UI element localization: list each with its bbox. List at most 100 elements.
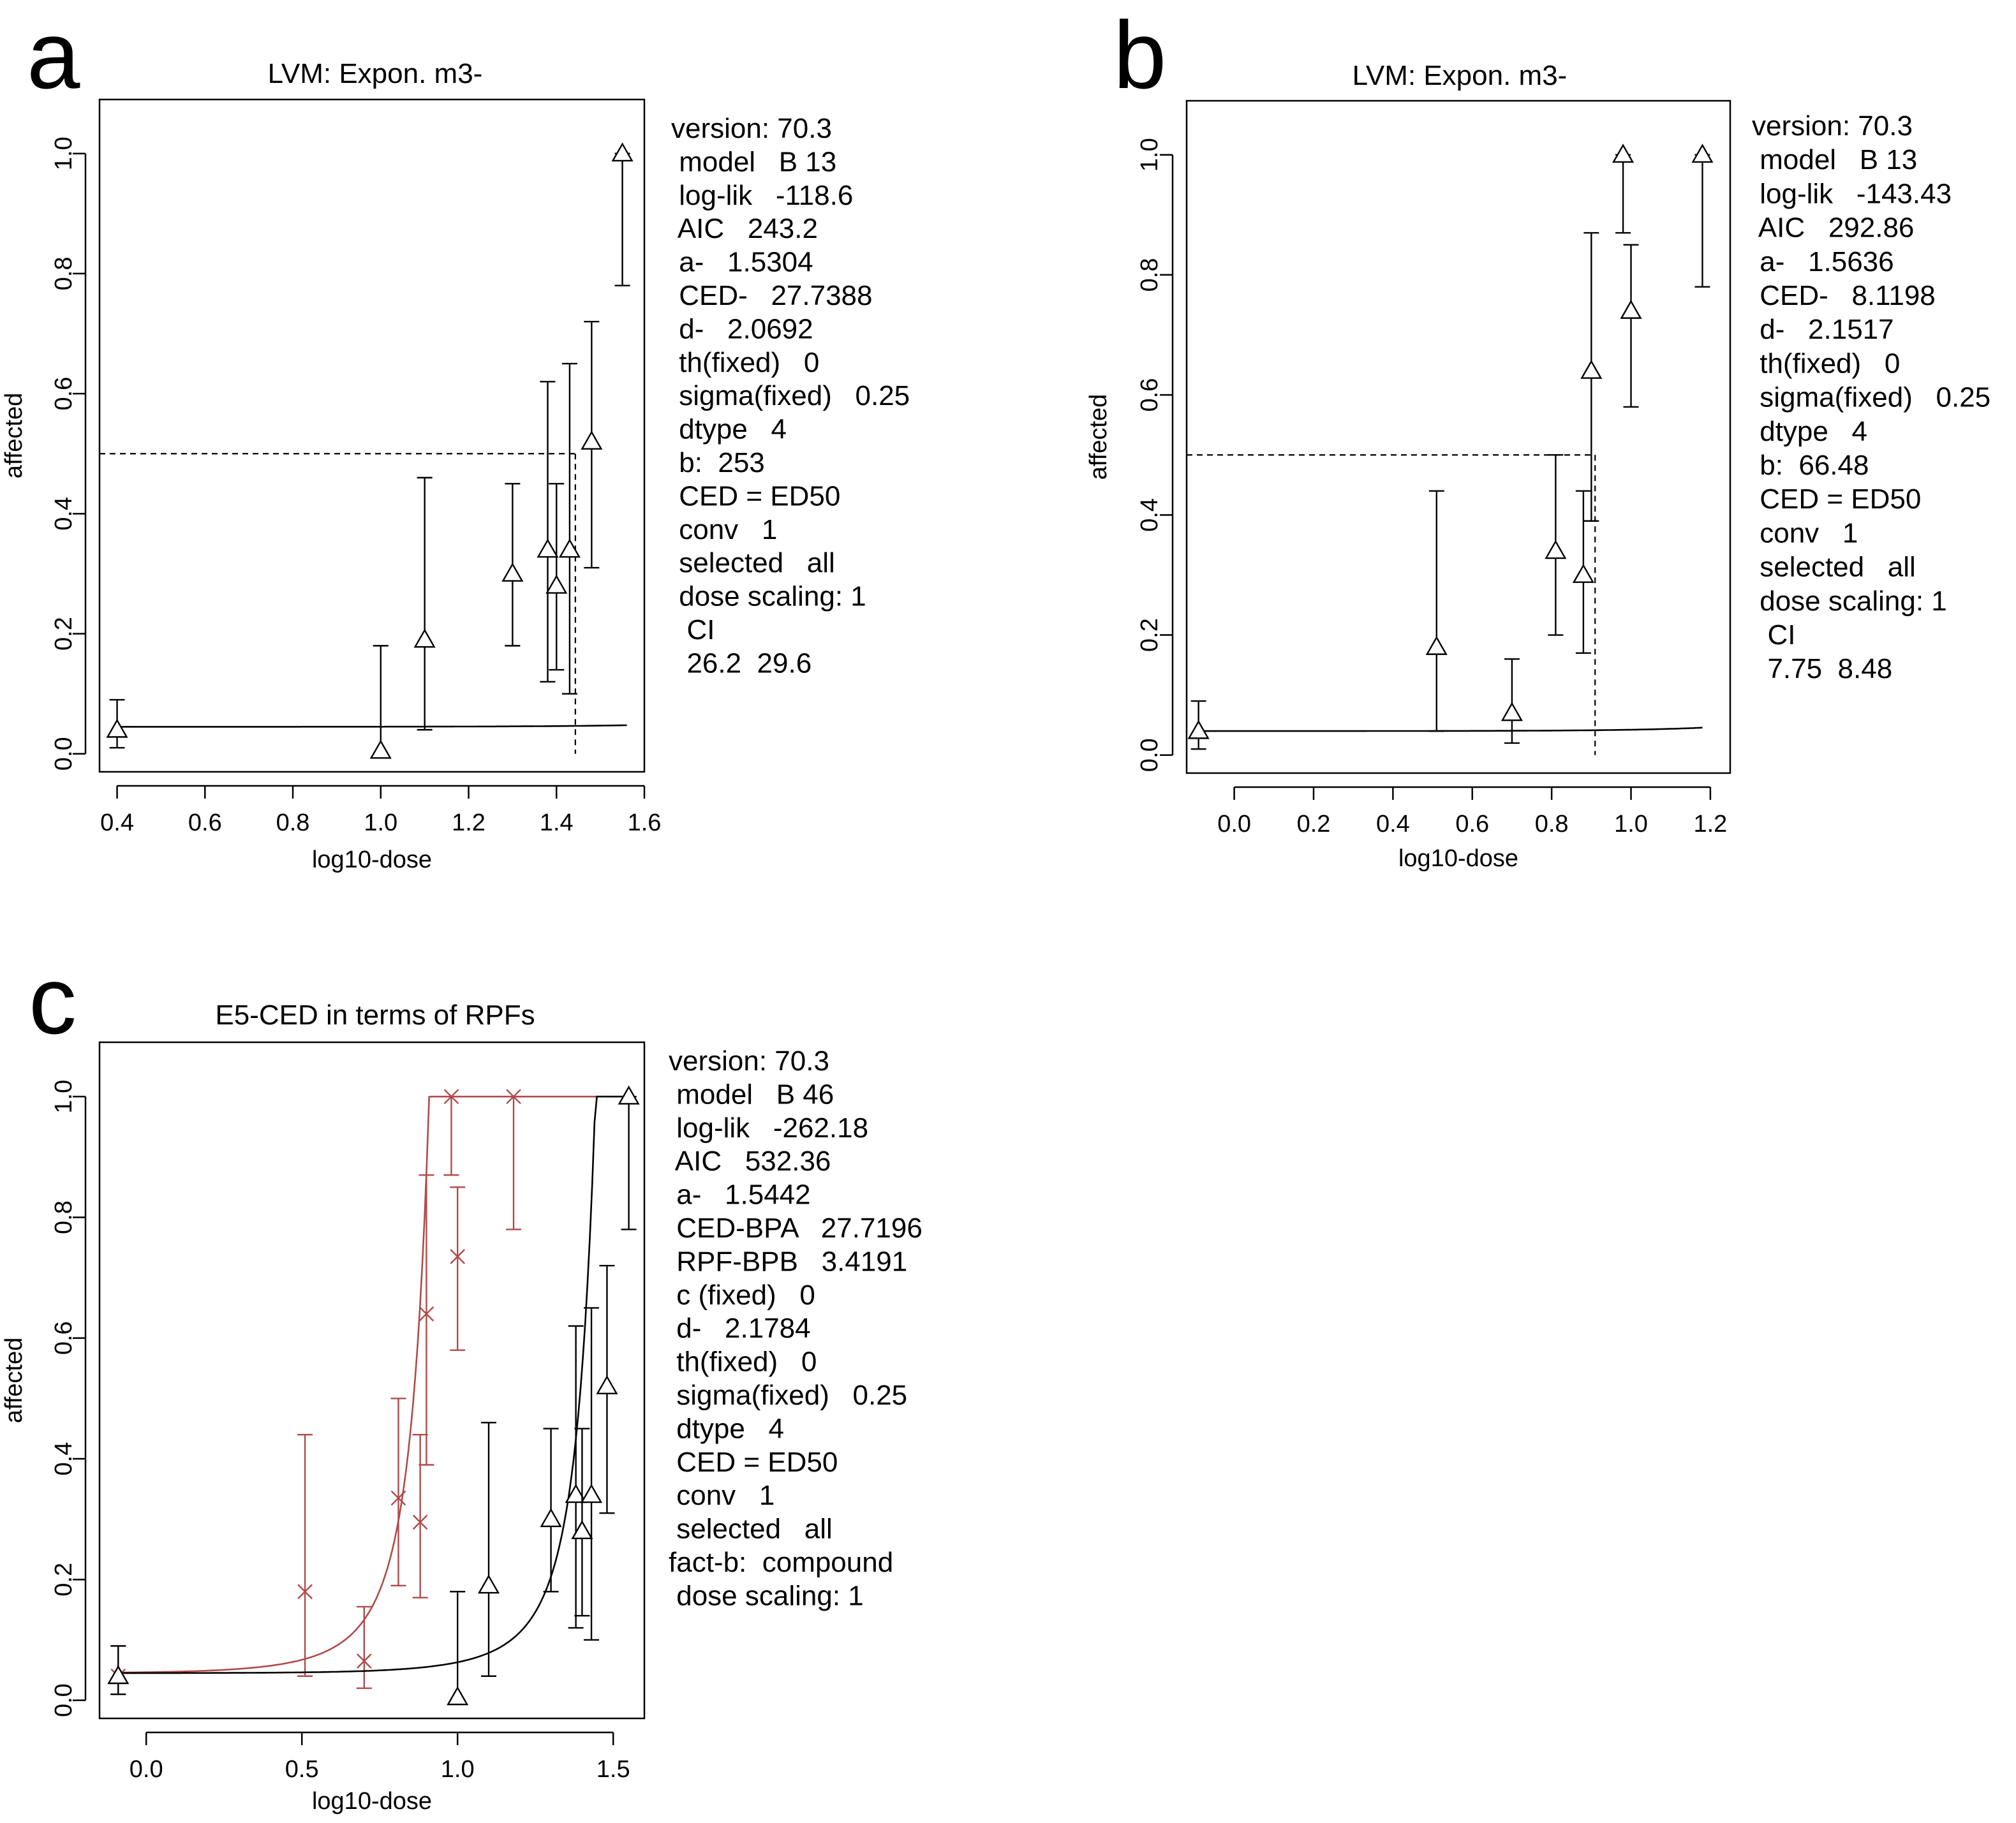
- panel-c-series-2-point: [571, 1520, 593, 1540]
- info-line: CI: [1752, 619, 1795, 651]
- panel-a-series-1-point: [537, 538, 559, 558]
- panel-a-x-tick-label: 1.6: [628, 809, 662, 836]
- panel-c-series-1-point: [412, 1514, 428, 1530]
- panel-a-series-1-point: [501, 563, 524, 582]
- info-line: dtype 4: [1752, 416, 1867, 447]
- panel-c-x-tick-label: 1.5: [597, 1756, 630, 1783]
- info-line: log-lik -143.43: [1752, 178, 1952, 209]
- panel-c-series-1-point-stroke: [506, 1089, 521, 1105]
- panel-b-series-1-fit-curve: [1198, 727, 1703, 732]
- panel-a-y-tick-label: 0.0: [50, 737, 77, 771]
- panel-c-y-tick-label: 0.6: [50, 1321, 77, 1355]
- panel-a-series-1-point: [369, 739, 392, 759]
- info-line: a- 1.5304: [671, 247, 813, 278]
- panel-c-series-2-point: [107, 1665, 130, 1685]
- panel-letter-a: a: [27, 1, 80, 108]
- panel-c-plot-frame: [98, 1041, 646, 1720]
- panel-c-series-1-point: [443, 1089, 459, 1105]
- plot-c: 0.0 0.5 1.0 1.5 log10-dose 0.0 0.2 0.4 0.6 0.8 1.0…: [1, 1041, 646, 1815]
- info-line: version: 70.3: [671, 113, 832, 144]
- info-line: CI: [671, 614, 715, 646]
- panel-b-info: version: 70.3 model B 13 log-lik -143.43…: [1752, 110, 2016, 684]
- panel-c-series-1-point: [506, 1089, 521, 1105]
- info-line: selected all: [669, 1514, 833, 1545]
- panel-a-y-tick-label: 0.2: [50, 617, 77, 651]
- info-line: model B 46: [669, 1079, 834, 1110]
- info-line: b: 253: [671, 447, 765, 478]
- info-line: dose scaling: 1: [1752, 586, 1947, 617]
- panel-a-series-1-point: [581, 430, 603, 450]
- info-line: sigma(fixed) 0.25: [669, 1380, 907, 1411]
- info-line: dtype 4: [671, 414, 787, 445]
- info-line: AIC 532.36: [669, 1146, 831, 1177]
- info-line: d- 2.1784: [669, 1313, 811, 1344]
- panel-c-series-1-point-stroke: [443, 1089, 459, 1105]
- panel-b-x-tick-label: 0.8: [1535, 811, 1569, 838]
- panel-b-y-tick-label: 0.2: [1136, 618, 1163, 652]
- info-line: d- 2.0692: [671, 313, 813, 344]
- info-line: AIC 243.2: [671, 213, 818, 244]
- info-line: log-lik -262.18: [669, 1112, 868, 1144]
- panel-c-y-tick-label: 0.2: [50, 1563, 77, 1597]
- panel-c-series-1-point-stroke: [297, 1584, 313, 1600]
- panel-c-x-tick-label: 0.5: [285, 1756, 319, 1783]
- info-line: AIC 292.86: [1752, 212, 1914, 244]
- panel-b-x-tick-label: 1.2: [1693, 811, 1727, 838]
- info-line: model B 13: [671, 146, 836, 177]
- panel-b-y-tick-label: 0.0: [1136, 738, 1163, 772]
- plot-b: 0.0 0.2 0.4 0.6 0.8 1.0 1.2 log10-dose 0.0 0.2 0.4…: [1085, 100, 1731, 872]
- panel-c-series-1-point-stroke: [390, 1490, 406, 1506]
- info-line: fact-b: compound: [669, 1547, 893, 1578]
- panel-a-series-1-point: [545, 574, 568, 594]
- info-line: version: 70.3: [1752, 110, 1913, 142]
- panel-c-series-1-point: [419, 1306, 434, 1322]
- panel-c-y-tick-label: 0.0: [50, 1683, 77, 1717]
- panel-c-title: E5-CED in terms of RPFs: [215, 1000, 535, 1031]
- info-line: CED- 27.7388: [671, 280, 873, 311]
- panel-a-y-axis-title: affected: [1, 393, 27, 479]
- panel-a-series-1-point: [611, 142, 634, 162]
- panel-c-series-2-point: [580, 1484, 603, 1503]
- info-line: CED = ED50: [1752, 483, 1921, 515]
- panel-b-y-tick-label: 1.0: [1136, 138, 1163, 172]
- panel-c-series-1-point: [450, 1249, 466, 1264]
- panel-b-series-1-point: [1187, 720, 1210, 739]
- panel-c-info: version: 70.3 model B 46 log-lik -262.18…: [669, 1045, 961, 1611]
- info-line: selected all: [1752, 552, 1916, 583]
- panel-c-x-tick-label: 1.0: [441, 1756, 475, 1783]
- panel-c-series-1-point: [297, 1584, 313, 1600]
- info-line: dose scaling: 1: [671, 581, 866, 612]
- panel-b-x-tick-label: 0.4: [1376, 811, 1410, 838]
- panel-b-series-1-point: [1572, 564, 1594, 583]
- panel-a-y-tick-label: 0.4: [50, 497, 77, 531]
- panel-c-y-tick-label: 1.0: [50, 1080, 77, 1114]
- info-line: log-lik -118.6: [671, 180, 853, 211]
- info-line: b: 66.48: [1752, 450, 1869, 481]
- panel-a-x-tick-label: 0.6: [188, 809, 222, 836]
- panel-a-info: version: 70.3 model B 13 log-lik -118.6 …: [671, 113, 949, 679]
- panel-b-x-tick-label: 1.0: [1614, 811, 1648, 838]
- panel-c-y-axis-title: affected: [1, 1338, 27, 1424]
- info-line: model B 13: [1752, 144, 1917, 175]
- panel-a-x-tick-label: 1.2: [452, 809, 485, 836]
- info-line: RPF-BPB 3.4191: [669, 1246, 907, 1277]
- panel-c-y-tick-label: 0.8: [50, 1200, 77, 1234]
- info-line: a- 1.5636: [1752, 246, 1894, 277]
- panel-b-series-1-point: [1620, 299, 1642, 319]
- panel-b-y-axis-title: affected: [1085, 394, 1112, 480]
- panel-a-x-tick-label: 0.4: [100, 809, 134, 836]
- panel-c-series-1-point-stroke: [412, 1514, 428, 1530]
- info-line: conv 1: [671, 514, 777, 545]
- panel-b-x-tick-label: 0.2: [1297, 811, 1331, 838]
- panel-a-y-tick-label: 0.6: [50, 377, 77, 411]
- info-line: 26.2 29.6: [671, 647, 812, 679]
- info-line: th(fixed) 0: [1752, 348, 1900, 379]
- info-line: CED = ED50: [671, 480, 840, 512]
- panel-c-series-2-point: [565, 1484, 587, 1503]
- info-line: sigma(fixed) 0.25: [671, 380, 910, 411]
- panel-a-x-tick-label: 1.4: [540, 809, 574, 836]
- panel-a-title: LVM: Expon. m3-: [268, 58, 483, 89]
- panel-a-x-tick-label: 0.8: [276, 809, 310, 836]
- info-line: c (fixed) 0: [669, 1280, 815, 1311]
- panel-c-series-1-point-stroke: [450, 1249, 466, 1264]
